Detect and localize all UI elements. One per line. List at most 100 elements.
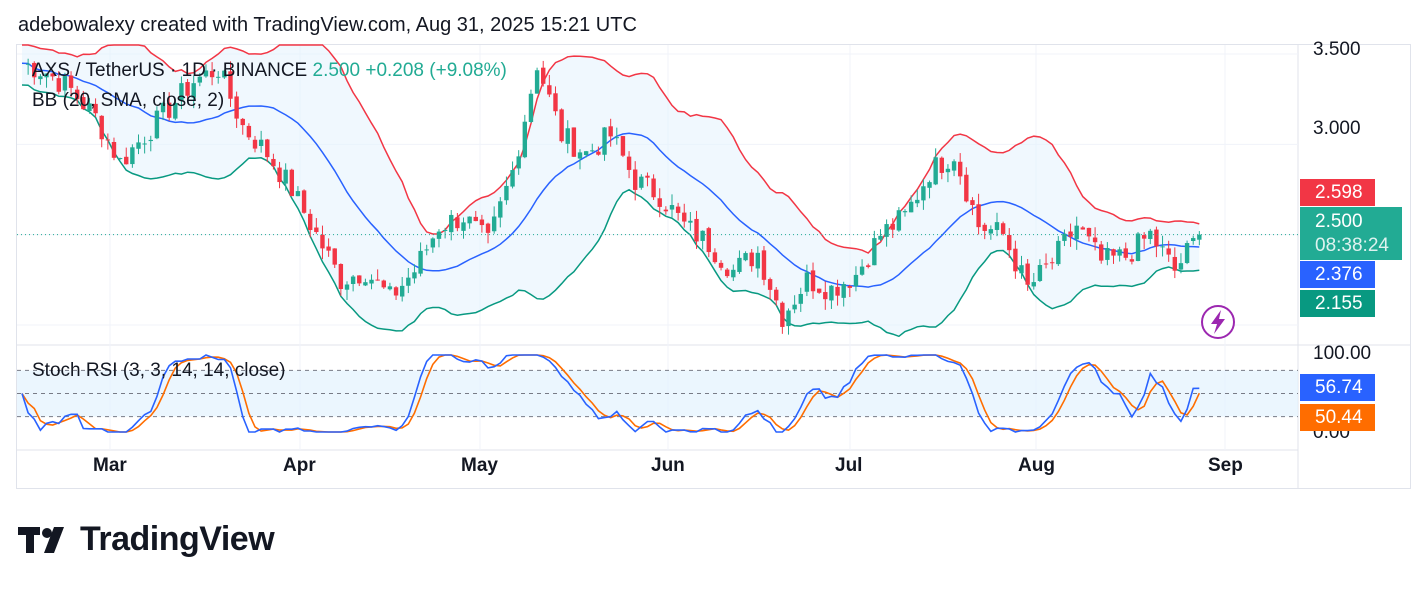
tradingview-logo[interactable]: TradingView: [18, 520, 275, 559]
candle: [749, 249, 754, 272]
candle-body: [222, 70, 227, 78]
candle: [228, 61, 233, 107]
candle-body: [639, 176, 644, 188]
candle: [583, 150, 589, 158]
candle-body: [964, 174, 969, 202]
candle-body: [160, 103, 166, 113]
candle-body: [602, 127, 607, 155]
candle: [743, 251, 748, 262]
candle-body: [866, 265, 871, 267]
candle: [326, 238, 331, 257]
bollinger-legend[interactable]: BB (20, SMA, close, 2): [32, 90, 225, 111]
bb-upper-badge: 2.598: [1300, 179, 1375, 206]
candle: [964, 167, 969, 203]
candle: [81, 90, 86, 111]
x-label-jul: Jul: [835, 455, 863, 476]
candle: [216, 71, 221, 84]
candle: [718, 260, 724, 271]
candle: [957, 153, 963, 185]
symbol-legend[interactable]: AXS / TetherUS · 1D · BINANCE 2.500 +0.2…: [32, 60, 507, 82]
candle: [1043, 253, 1049, 269]
candle-body: [265, 139, 270, 158]
candle-body: [1074, 225, 1079, 240]
x-label-apr: Apr: [283, 455, 316, 476]
candle-body: [246, 125, 252, 138]
candle-body: [38, 76, 43, 80]
candle-body: [1031, 282, 1036, 287]
candle: [706, 226, 711, 258]
x-label-mar: Mar: [93, 455, 127, 476]
candle-body: [976, 204, 981, 228]
candle: [289, 168, 295, 197]
candle: [99, 115, 104, 148]
candle: [1178, 253, 1184, 274]
candle: [277, 161, 282, 189]
stoch-k-badge: 56.74: [1300, 374, 1375, 401]
candle: [369, 274, 374, 290]
last-price-value: 2.500: [312, 60, 361, 81]
candle: [688, 211, 693, 231]
candle-body: [645, 175, 650, 178]
candle-body: [424, 249, 429, 251]
candle-body: [694, 218, 699, 242]
candle: [933, 148, 938, 186]
candle: [1111, 248, 1116, 264]
candle: [786, 308, 791, 335]
candle-body: [1129, 259, 1135, 262]
candle: [436, 229, 442, 248]
chart-frame: [16, 44, 1411, 489]
candle-body: [363, 282, 368, 286]
candle-body: [780, 302, 785, 327]
candle-body: [792, 304, 797, 310]
candle-body: [166, 102, 172, 118]
candle: [240, 117, 245, 135]
candle: [301, 189, 307, 214]
candle-body: [829, 285, 834, 301]
candle: [32, 61, 37, 85]
candle-body: [277, 167, 282, 183]
candle: [185, 79, 190, 103]
candle: [608, 118, 613, 147]
candle: [915, 189, 920, 208]
candle-body: [479, 219, 485, 226]
price-tick-3000: 3.000: [1313, 118, 1361, 139]
candle-body: [559, 109, 564, 142]
candle: [412, 264, 417, 284]
candle-body: [872, 238, 877, 266]
stoch-rsi-legend[interactable]: Stoch RSI (3, 3, 14, 14, close): [32, 360, 286, 381]
tradingview-logo-text: TradingView: [80, 520, 275, 558]
candle-body: [547, 85, 552, 95]
bb-lower-badge: 2.155: [1300, 290, 1375, 317]
candle: [1117, 246, 1122, 262]
candle: [62, 72, 68, 101]
candle-body: [301, 190, 307, 213]
candle: [835, 279, 840, 306]
candle: [344, 281, 350, 300]
candle: [853, 266, 859, 292]
candle-body: [675, 206, 681, 213]
candle: [816, 288, 822, 294]
candle: [577, 149, 583, 170]
candle-body: [724, 269, 730, 277]
candle: [393, 286, 399, 300]
chart-attribution: adebowalexy created with TradingView.com…: [18, 14, 637, 36]
bollinger-upper-line: [22, 44, 1200, 254]
candle: [761, 246, 767, 286]
candle-body: [1166, 248, 1171, 255]
bar-countdown: 08:38:24: [1315, 235, 1389, 256]
candle-body: [810, 270, 816, 292]
candle: [44, 73, 49, 88]
candle-body: [449, 214, 454, 233]
candle: [590, 143, 595, 153]
candle: [651, 174, 656, 200]
candle-body: [608, 126, 613, 137]
candle: [485, 222, 491, 244]
candle: [1037, 259, 1043, 283]
candle-body: [1141, 235, 1147, 239]
candle: [780, 301, 785, 334]
candle: [988, 225, 994, 240]
candle: [1141, 232, 1147, 250]
candle: [798, 287, 803, 312]
candle: [498, 197, 503, 228]
